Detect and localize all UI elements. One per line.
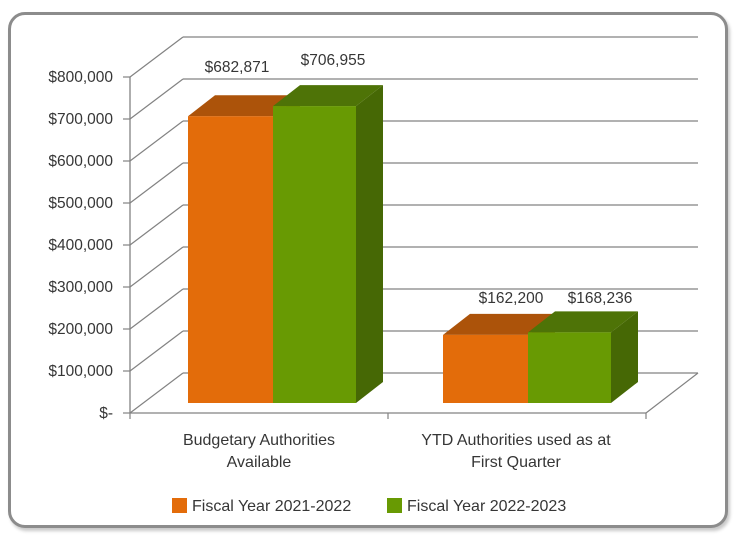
bar-fiscal-year-2022-2023-cat0-top-face [273,85,383,107]
y-axis-tick-label: $500,000 [48,195,113,212]
y-axis-tick-label: $800,000 [48,69,113,86]
bar-fiscal-year-2021-2022-cat0-front-face [188,116,273,403]
side-wall-gridline [129,372,184,414]
y-axis-tick-label: $100,000 [48,363,113,380]
category-label: Budgetary Authorities Available [183,432,335,471]
legend-swatch-fiscal-year-2022-2023 [387,498,402,513]
category-label-line: Budgetary Authorities [183,432,335,449]
bar-fiscal-year-2022-2023-cat0-side-face [356,85,383,403]
bar-fiscal-year-2022-2023-cat0-front-face [273,106,356,403]
bar-fiscal-year-2022-2023-cat1-top-face [528,311,638,333]
data-label: $162,200 [479,290,544,307]
side-wall-gridline [129,330,184,372]
side-wall-gridline [129,78,184,120]
category-label-line: YTD Authorities used as at [421,432,611,449]
bar-fiscal-year-2021-2022-cat1-top-face [443,313,555,335]
floor-right-edge [645,372,699,414]
side-wall-gridline [129,120,184,162]
bar-fiscal-year-2022-2023-cat1-side-face [611,311,638,403]
legend-label: Fiscal Year 2021-2022 [192,498,351,515]
category-label-line: Available [227,454,292,471]
bar-fiscal-year-2022-2023-cat1-front-face [528,332,611,403]
side-wall-gridline [129,204,184,246]
side-wall-gridline [129,246,184,288]
bar-fiscal-year-2021-2022-cat1-front-face [443,334,528,403]
data-label: $706,955 [301,52,366,69]
category-label: YTD Authorities used as at First Quarter [421,432,611,471]
y-axis-tick-label: $700,000 [48,111,113,128]
side-wall-gridline [129,162,184,204]
legend-swatch-fiscal-year-2021-2022 [172,498,187,513]
y-axis-tick-label: $600,000 [48,153,113,170]
bar-fiscal-year-2021-2022-cat0-top-face [188,95,300,117]
y-axis-tick-label: $400,000 [48,237,113,254]
data-label: $682,871 [205,59,270,76]
y-axis-tick-label: $- [99,405,113,422]
legend-label: Fiscal Year 2022-2023 [407,498,566,515]
y-axis-tick-label: $300,000 [48,279,113,296]
category-label-line: First Quarter [471,454,561,471]
side-wall-gridline [129,288,184,330]
side-wall-gridline [129,36,184,78]
y-axis-tick-label: $200,000 [48,321,113,338]
data-label: $168,236 [568,290,633,307]
